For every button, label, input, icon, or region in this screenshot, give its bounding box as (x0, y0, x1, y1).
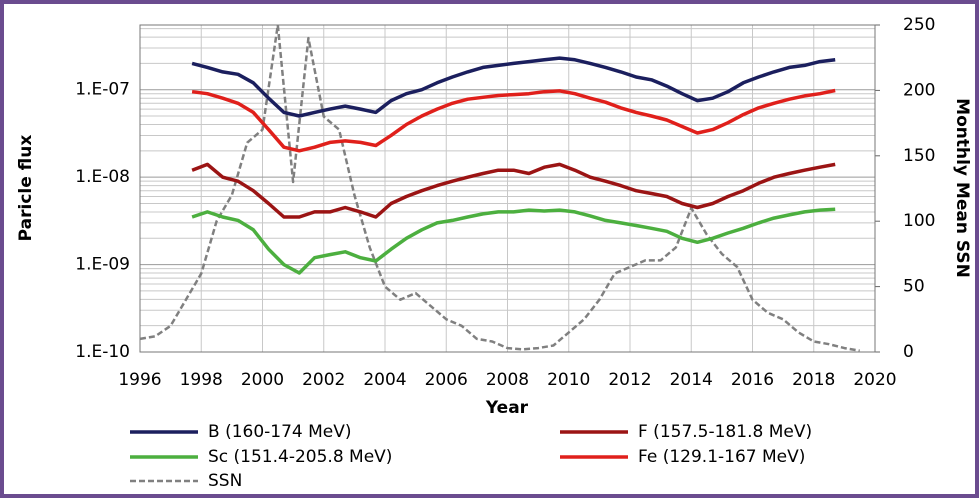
legend-label: SSN (208, 471, 242, 491)
y2-tick-label: 50 (903, 277, 925, 297)
y-tick-label: 1.E-07 (75, 80, 130, 100)
series-line (191, 88, 836, 153)
series-line (139, 23, 860, 352)
x-tick-label: 2008 (486, 370, 529, 390)
x-tick-label: 2018 (792, 370, 835, 390)
y-axis-label: Paricle flux (16, 135, 36, 242)
legend-label: Sc (151.4-205.8 MeV) (208, 447, 392, 467)
x-axis-label: Year (485, 398, 529, 418)
legend-label: F (157.5-181.8 MeV) (638, 422, 812, 442)
legend-label: B (160-174 MeV) (208, 422, 352, 442)
series-line (191, 56, 836, 118)
plot-border (139, 24, 876, 353)
x-tick-label: 1998 (180, 370, 223, 390)
x-tick-label: 2014 (670, 370, 713, 390)
series-line (191, 207, 836, 275)
y-tick-label: 1.E-10 (75, 342, 130, 362)
x-tick-label: 2004 (363, 370, 406, 390)
y2-tick-label: 100 (903, 211, 935, 231)
y2-tick-label: 150 (903, 146, 935, 166)
legend-label: Fe (129.1-167 MeV) (638, 447, 805, 467)
y2-tick-label: 0 (903, 342, 914, 362)
x-tick-label: 2006 (425, 370, 468, 390)
series-line (191, 162, 836, 219)
x-tick-label: 1996 (118, 370, 161, 390)
y-tick-label: 1.E-09 (75, 255, 130, 275)
y2-tick-label: 200 (903, 80, 935, 100)
x-tick-label: 2020 (853, 370, 896, 390)
x-tick-label: 2012 (608, 370, 651, 390)
x-tick-label: 2000 (241, 370, 284, 390)
x-tick-label: 2016 (731, 370, 774, 390)
x-tick-label: 2010 (547, 370, 590, 390)
y2-tick-label: 250 (903, 15, 935, 35)
y-tick-label: 1.E-08 (75, 167, 130, 187)
y2-axis-label: Monthly Mean SSN (952, 98, 972, 278)
x-tick-label: 2002 (302, 370, 345, 390)
